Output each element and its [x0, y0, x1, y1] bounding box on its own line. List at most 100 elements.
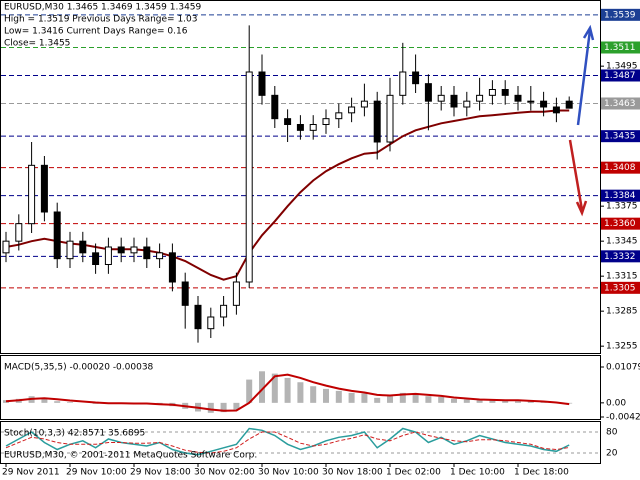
candle-body: [79, 240, 87, 254]
price-panel: [0, 0, 601, 354]
y-tick-label: 1.3315: [606, 272, 638, 282]
candle-body: [40, 164, 48, 213]
level-box: [601, 281, 640, 294]
candle-body: [399, 71, 407, 96]
level-label: 1.3539: [604, 10, 636, 20]
level-label: 1.3435: [604, 132, 636, 142]
y-tick-label: 0.00: [606, 398, 626, 408]
macd-bar: [271, 373, 278, 403]
x-tick-label: 29 Nov 18:00: [130, 468, 191, 478]
chart-title: EURUSD,M30 1.3465 1.3469 1.3459 1.3459: [4, 3, 202, 13]
candle-body: [296, 124, 304, 131]
macd-bar: [207, 402, 214, 413]
y-tick-label: 20: [606, 449, 618, 459]
macd-bar: [515, 401, 521, 403]
macd-bar: [399, 392, 406, 403]
candle-body: [15, 223, 23, 242]
x-tick-label: 30 Nov 02:00: [194, 468, 255, 478]
macd-bar: [361, 393, 368, 403]
level-box: [601, 69, 640, 82]
candle-body: [66, 240, 74, 260]
macd-bar: [220, 402, 227, 413]
candle-body: [207, 316, 215, 330]
candle-body: [373, 100, 381, 143]
macd-bar: [297, 382, 304, 403]
candle-body: [360, 100, 368, 108]
x-tick-label: 29 Nov 2011: [2, 468, 60, 478]
level-label: 1.3305: [604, 283, 636, 293]
level-label: 1.3384: [604, 191, 636, 201]
copyright: EURUSD,M30, © 2001-2011 MetaQuotes Softw…: [4, 451, 257, 461]
macd-bar: [425, 396, 432, 403]
stoch-main: [5, 427, 570, 456]
macd-bar: [476, 400, 483, 403]
x-tick-label: 1 Dec 18:00: [514, 468, 569, 478]
macd-bar: [335, 390, 342, 403]
stoch-signal: [5, 431, 570, 454]
candle-body: [232, 281, 240, 306]
candle-body: [28, 164, 36, 225]
x-tick-label: 30 Nov 18:00: [322, 468, 383, 478]
macd-bar: [451, 398, 457, 403]
x-tick-label: 1 Dec 10:00: [450, 468, 505, 478]
level-box: [601, 189, 640, 202]
macd-bar: [323, 388, 329, 403]
macd-bar: [489, 400, 496, 403]
up-arrow: [576, 24, 595, 126]
y-tick-label: -0.00426: [606, 413, 640, 423]
macd-bar: [246, 379, 253, 403]
level-label: 1.3487: [604, 71, 636, 81]
y-tick-label: 1.3345: [606, 237, 638, 247]
stoch-title: Stoch(10,3,3) 42.8571 35.6895: [4, 429, 145, 439]
candle-body: [2, 240, 10, 254]
candle-body: [117, 246, 125, 254]
x-tick-label: 30 Nov 10:00: [258, 468, 319, 478]
level-box: [601, 161, 640, 174]
y-tick-label: 80: [606, 428, 618, 438]
macd-bar: [3, 400, 9, 403]
info-line: Close= 1.3455: [4, 39, 70, 49]
x-tick-label: 29 Nov 10:00: [66, 468, 127, 478]
candle-body: [220, 304, 228, 318]
candle-body: [92, 252, 100, 265]
candle-body: [271, 94, 279, 120]
candle-body: [488, 89, 496, 96]
candle-body: [412, 71, 420, 85]
y-tick-label: 1.3285: [606, 307, 638, 317]
level-label: 1.3360: [604, 219, 636, 229]
macd-bar: [54, 401, 61, 403]
candle-body: [424, 83, 432, 102]
candle-body: [348, 106, 356, 114]
macd-bar: [412, 393, 419, 403]
level-box: [601, 217, 640, 230]
macd-bar: [259, 371, 265, 403]
level-label: 1.3511: [604, 43, 636, 53]
candle-body: [194, 304, 202, 330]
macd-bar: [284, 377, 291, 403]
x-tick-label: 1 Dec 02:00: [386, 468, 441, 478]
level-box: [601, 130, 640, 143]
candle-body: [476, 94, 484, 102]
y-tick-label: 1.3255: [606, 342, 638, 352]
candle-body: [309, 124, 317, 131]
macd-bar: [233, 402, 240, 410]
candle-body: [386, 94, 394, 143]
candle-body: [143, 246, 151, 260]
macd-bar: [374, 397, 381, 403]
stoch-panel: [0, 421, 601, 464]
macd-bar: [463, 399, 470, 403]
candle-body: [284, 118, 292, 125]
candle-body: [156, 252, 164, 260]
moving-average: [5, 109, 570, 281]
level-label: 1.3332: [604, 252, 636, 262]
candle-body: [130, 246, 138, 254]
level-box: [601, 97, 640, 110]
macd-bar: [387, 396, 393, 403]
candle-body: [104, 246, 112, 265]
candle-body: [245, 71, 253, 283]
candle-body: [527, 100, 535, 103]
candle-body: [181, 281, 189, 306]
candle-body: [53, 211, 61, 260]
down-arrow: [568, 139, 588, 217]
